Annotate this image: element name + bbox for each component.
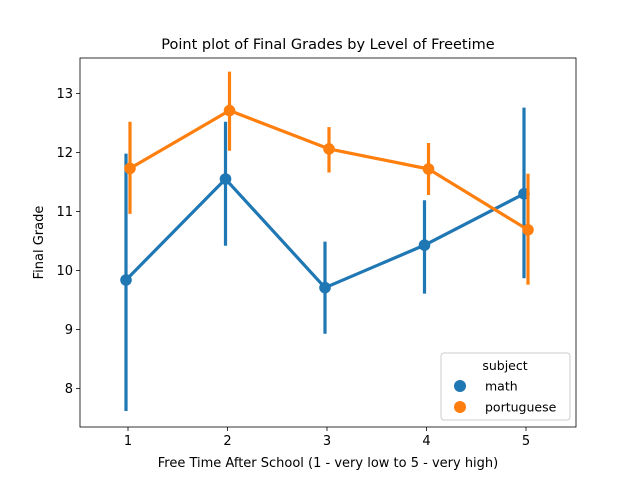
legend-marker-portuguese — [454, 401, 466, 413]
y-tick-label: 12 — [56, 146, 73, 161]
series-layer — [120, 71, 534, 412]
data-point-portuguese — [522, 224, 534, 236]
series-math — [120, 107, 530, 412]
legend-marker-math — [454, 380, 466, 392]
legend-label-portuguese: portuguese — [485, 400, 557, 415]
data-point-math — [319, 281, 331, 294]
data-point-math — [418, 239, 431, 251]
y-tick-label: 9 — [65, 323, 73, 338]
y-tick-label: 11 — [56, 205, 73, 220]
x-tick-label: 1 — [124, 434, 132, 449]
plot-frame — [79, 57, 577, 428]
axes-layer — [79, 57, 577, 428]
data-point-math — [219, 173, 232, 185]
data-point-portuguese — [124, 162, 136, 175]
y-tick-label: 13 — [56, 87, 73, 102]
x-axis-label: Free Time After School (1 - very low to … — [158, 456, 498, 471]
data-point-portuguese — [323, 143, 335, 155]
legend-box — [440, 352, 571, 421]
y-tick-label: 10 — [56, 264, 73, 279]
x-tick-label: 3 — [323, 434, 331, 449]
x-tick-label: 2 — [223, 434, 231, 449]
legend-title: subject — [482, 358, 527, 373]
data-point-math — [120, 274, 132, 286]
x-ticks: 1 2 3 4 5 — [124, 427, 530, 449]
data-point-portuguese — [422, 163, 435, 175]
y-tick-label: 8 — [65, 382, 73, 397]
legend-label-math: math — [485, 379, 518, 394]
x-tick-label: 4 — [422, 434, 430, 449]
y-ticks: 8 9 10 11 12 13 — [56, 87, 80, 397]
data-point-portuguese — [223, 104, 236, 117]
x-tick-label: 5 — [522, 434, 530, 449]
chart-title: Point plot of Final Grades by Level of F… — [161, 37, 494, 53]
legend: subject math portuguese — [440, 352, 571, 421]
y-axis-label: Final Grade — [32, 206, 47, 280]
series-portuguese — [124, 71, 534, 285]
